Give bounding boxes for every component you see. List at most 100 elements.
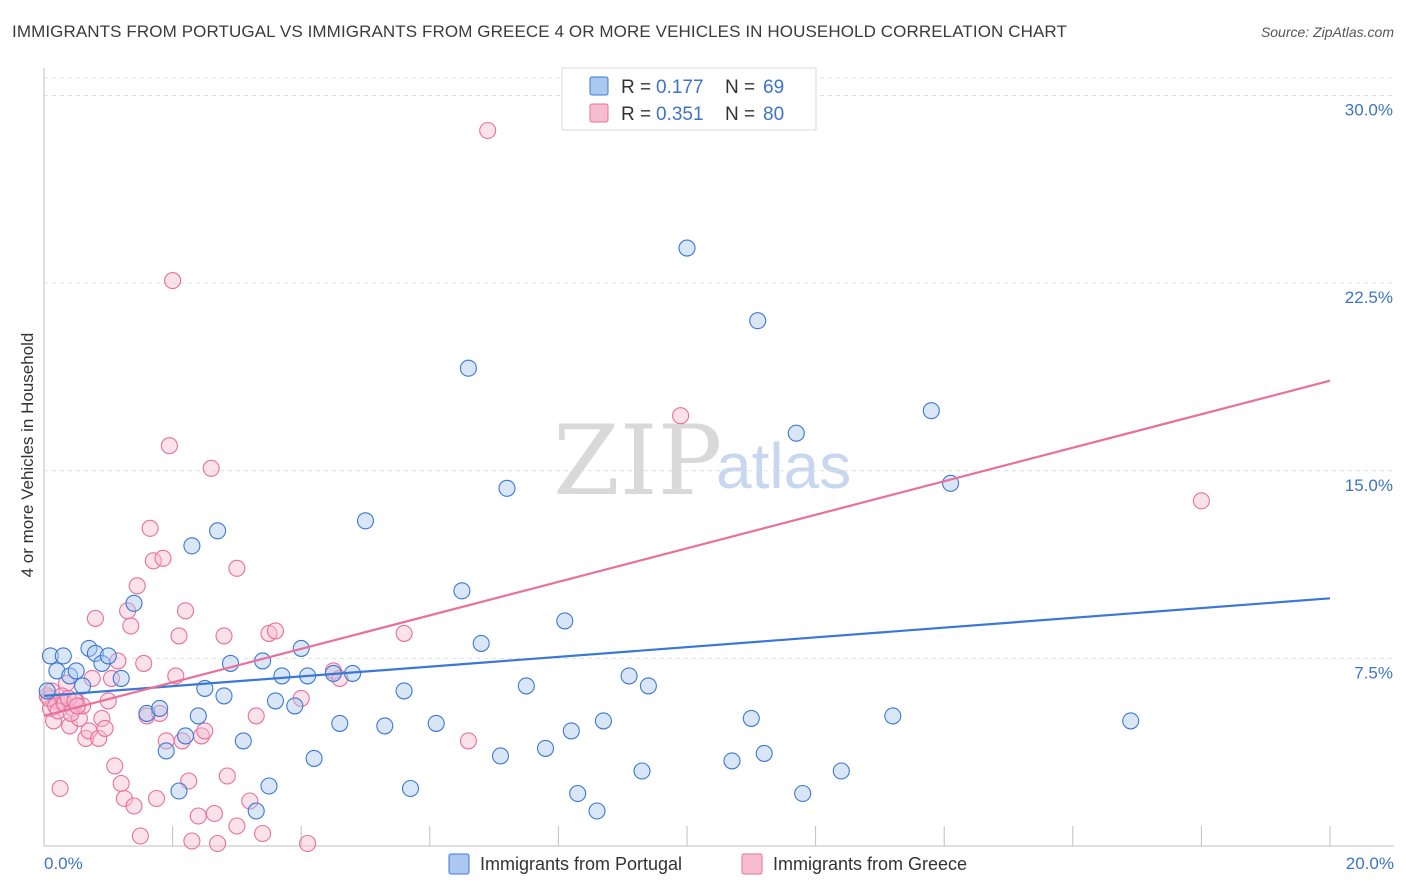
greece-point — [1192, 492, 1210, 510]
series-greece-points — [38, 121, 1210, 853]
portugal-point — [157, 742, 175, 760]
greece-point — [112, 774, 130, 793]
bottom-legend-label-portugal: Immigrants from Portugal — [480, 854, 682, 874]
greece-point — [215, 627, 233, 645]
greece-point — [183, 832, 201, 850]
portugal-point — [67, 662, 85, 680]
portugal-point — [594, 712, 612, 730]
greece-point — [106, 757, 124, 775]
portugal-point — [176, 727, 195, 745]
portugal-point — [639, 677, 657, 695]
portugal-point — [54, 647, 72, 665]
portugal-point — [562, 722, 580, 740]
portugal-point — [99, 647, 117, 665]
portugal-point — [755, 744, 773, 762]
portugal-point — [41, 647, 59, 665]
y-axis-label: 4 or more Vehicles in Household — [18, 333, 37, 578]
greece-point — [189, 807, 207, 825]
portugal-point — [138, 704, 156, 722]
portugal-point — [1122, 712, 1140, 730]
portugal-point — [286, 697, 304, 715]
portugal-point — [678, 239, 696, 257]
portugal-point — [459, 359, 477, 377]
portugal-point — [517, 677, 535, 695]
portugal-point — [125, 594, 143, 612]
legend-r-label-portugal: R = — [621, 77, 651, 98]
greece-point — [672, 407, 690, 425]
watermark-zip: ZIP — [553, 405, 722, 517]
portugal-point — [260, 777, 278, 795]
portugal-point — [556, 612, 574, 630]
x-tick-label-max: 20.0% — [1346, 854, 1394, 873]
portugal-point — [498, 479, 516, 497]
greece-point — [96, 719, 114, 737]
portugal-point — [787, 424, 805, 442]
legend-n-value-greece: 80 — [763, 104, 784, 125]
y-tick-label: 30.0% — [1345, 101, 1393, 120]
legend-n-label-greece: N = — [725, 104, 755, 125]
gridlines — [44, 77, 1394, 659]
greece-point — [86, 609, 104, 627]
greece-point — [51, 779, 69, 798]
greece-point — [154, 549, 172, 567]
portugal-point — [569, 784, 587, 803]
portugal-point — [189, 707, 207, 725]
trend-lines — [43, 379, 1331, 717]
portugal-point — [356, 512, 375, 530]
portugal-point — [742, 709, 760, 727]
greece-point — [135, 654, 153, 672]
x-axis-ticks — [43, 826, 1331, 846]
chart-title: IMMIGRANTS FROM PORTUGAL VS IMMIGRANTS F… — [12, 22, 1067, 41]
y-tick-labels: 7.5% 15.0% 22.5% 30.0% — [1345, 101, 1393, 683]
portugal-point — [633, 762, 651, 780]
greece-point — [170, 627, 188, 645]
portugal-point — [170, 782, 188, 800]
legend-n-label-portugal: N = — [725, 77, 755, 98]
greece-point — [247, 707, 265, 725]
greece-point — [196, 722, 214, 740]
legend-swatch-portugal — [589, 76, 609, 96]
greece-point — [205, 804, 223, 823]
greece-point — [144, 552, 162, 570]
greece-point — [93, 709, 111, 727]
portugal-point — [620, 667, 638, 685]
greece-point — [128, 577, 146, 595]
greece-point — [147, 789, 166, 808]
legend-r-label-greece: R = — [621, 104, 651, 125]
series-legend: Immigrants from Portugal Immigrants from… — [448, 853, 967, 875]
portugal-point — [86, 644, 104, 662]
greece-point — [209, 834, 227, 853]
greece-point — [141, 519, 159, 537]
y-tick-label: 15.0% — [1345, 476, 1393, 495]
greece-point — [102, 669, 121, 687]
greece-trend-line — [43, 379, 1331, 717]
greece-point — [164, 272, 182, 290]
portugal-point — [491, 747, 510, 765]
portugal-point — [112, 669, 130, 687]
greece-point — [254, 824, 272, 843]
portugal-point — [151, 699, 169, 717]
greece-point — [176, 602, 195, 620]
portugal-point — [209, 522, 227, 540]
greece-point — [122, 617, 140, 635]
portugal-point — [453, 582, 471, 600]
legend-r-value-portugal: 0.177 — [656, 77, 704, 98]
source-label: Source: ZipAtlas.com — [1260, 24, 1394, 40]
portugal-point — [536, 739, 555, 757]
greece-point — [479, 121, 497, 140]
bottom-legend-label-greece: Immigrants from Greece — [773, 854, 967, 874]
portugal-point — [331, 714, 349, 732]
y-tick-label: 7.5% — [1354, 663, 1393, 682]
portugal-point — [832, 762, 850, 780]
portugal-point — [427, 714, 445, 732]
greece-point — [228, 559, 246, 577]
portugal-point — [401, 779, 420, 798]
portugal-point — [266, 692, 285, 710]
correlation-legend: R = 0.177 N = 69 R = 0.351 N = 80 — [561, 67, 817, 131]
portugal-point — [48, 662, 66, 680]
legend-n-value-portugal: 69 — [763, 77, 784, 98]
portugal-point — [376, 717, 394, 735]
y-tick-label: 22.5% — [1345, 288, 1393, 307]
portugal-point — [247, 802, 265, 820]
portugal-point — [884, 707, 902, 725]
